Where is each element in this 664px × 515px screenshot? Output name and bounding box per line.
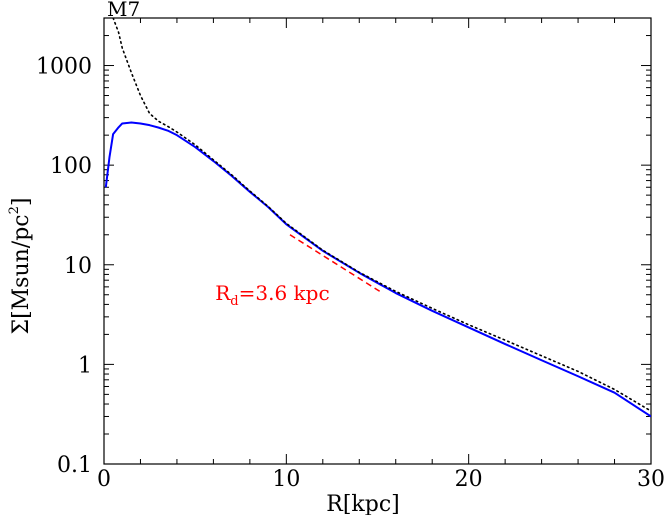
- x-tick-label: 10: [272, 467, 300, 492]
- y-tick-label: 10: [64, 254, 92, 279]
- series-line-solid: [104, 121, 651, 418]
- y-axis-title-exponent: 2: [7, 206, 22, 214]
- annotation-base: R: [215, 281, 231, 305]
- y-tick-label: 0.1: [57, 453, 92, 478]
- plot-border: [103, 17, 652, 465]
- panel-label: M7: [107, 0, 140, 21]
- tick-labels: 0 10 20 30 0.1 1 10 100 1000: [36, 55, 664, 492]
- y-tick-label: 1: [78, 353, 92, 378]
- series-line-dashed: [289, 234, 382, 293]
- y-axis-title-suffix: ]: [9, 198, 34, 207]
- annotation-text: =3.6 kpc: [239, 281, 330, 305]
- y-axis-title: Σ[Msun/pc2]: [7, 198, 34, 335]
- y-tick-label: 1000: [36, 55, 92, 80]
- scale-length-annotation: Rd=3.6 kpc: [215, 281, 329, 309]
- x-tick-label: 20: [455, 467, 483, 492]
- series-group: [104, 18, 651, 418]
- x-axis-title: R[kpc]: [326, 492, 399, 515]
- plot-frame: [103, 17, 652, 465]
- series-line-dotted: [112, 18, 651, 412]
- x-tick-label: 30: [637, 467, 664, 492]
- x-tick-label: 0: [97, 467, 111, 492]
- y-axis-title-prefix: Σ[Msun/pc: [9, 214, 34, 334]
- y-tick-label: 100: [50, 154, 92, 179]
- axis-ticks: [103, 17, 652, 465]
- annotation-subscript: d: [230, 294, 238, 309]
